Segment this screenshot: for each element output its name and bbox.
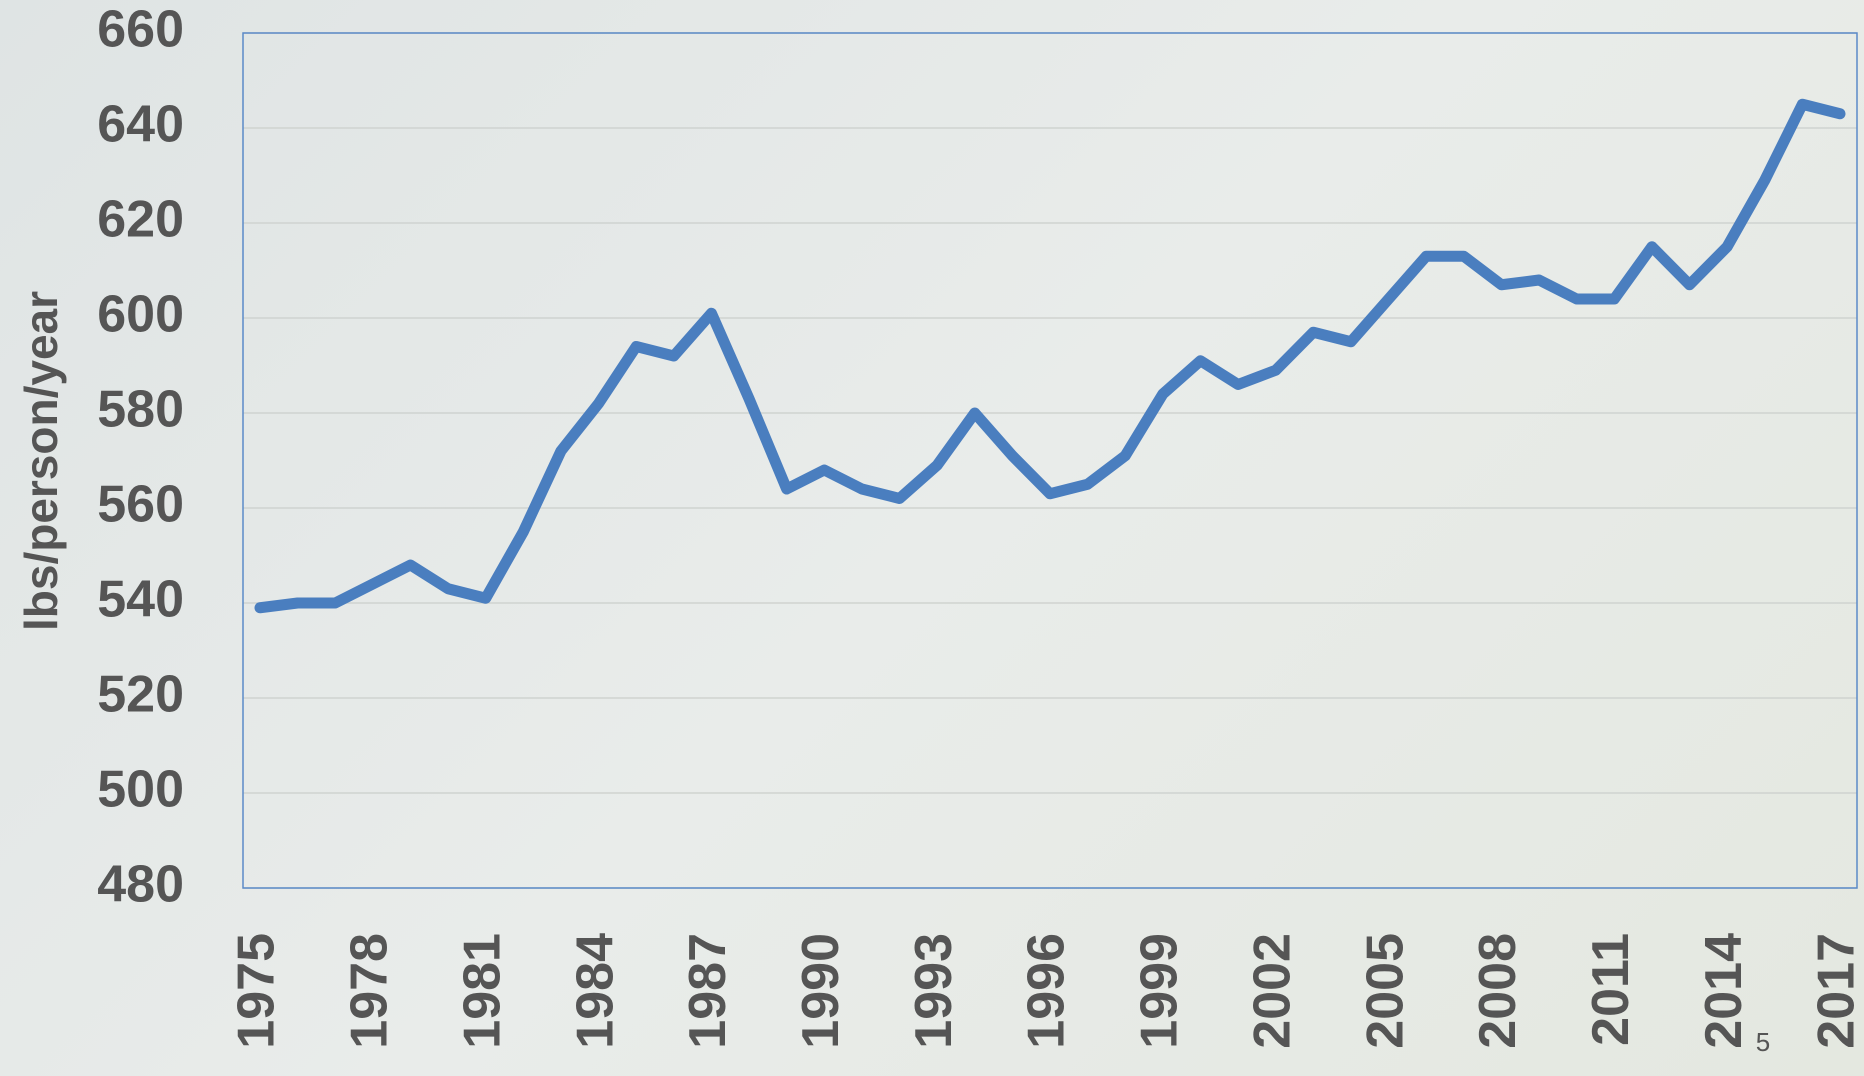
x-tick-label: 2008: [1469, 933, 1527, 1049]
plot-border: [242, 32, 1858, 889]
y-tick-label: 580: [97, 381, 184, 439]
x-tick-label: 1978: [341, 933, 399, 1049]
x-tick-label: 2002: [1243, 933, 1301, 1049]
x-tick-label: 2017: [1808, 933, 1864, 1049]
x-tick-label: 1993: [905, 933, 963, 1049]
x-tick-label: 1987: [679, 933, 737, 1049]
x-tick-label: 1999: [1131, 933, 1189, 1049]
x-tick-label: 1981: [453, 933, 511, 1049]
y-tick-label: 480: [97, 856, 184, 914]
y-tick-label: 560: [97, 476, 184, 534]
y-axis-label: lbs/person/year: [15, 291, 67, 631]
x-tick-label: 2014: [1695, 933, 1753, 1049]
x-tick-label: 1984: [566, 933, 624, 1049]
slide-number: 5: [1756, 1027, 1770, 1057]
x-tick-label: 1990: [792, 933, 850, 1049]
y-tick-label: 600: [97, 286, 184, 344]
x-tick-label: 1975: [228, 933, 286, 1049]
y-tick-label: 660: [97, 1, 184, 59]
y-tick-label: 500: [97, 761, 184, 819]
data-line: [254, 98, 1846, 614]
x-tick-label: 2011: [1582, 933, 1640, 1046]
x-tick-label: 1996: [1018, 933, 1076, 1049]
x-tick-label: 2005: [1356, 933, 1414, 1049]
y-tick-label: 540: [97, 571, 184, 629]
y-tick-label: 520: [97, 666, 184, 724]
y-tick-label: 640: [97, 96, 184, 154]
y-tick-label: 620: [97, 191, 184, 249]
